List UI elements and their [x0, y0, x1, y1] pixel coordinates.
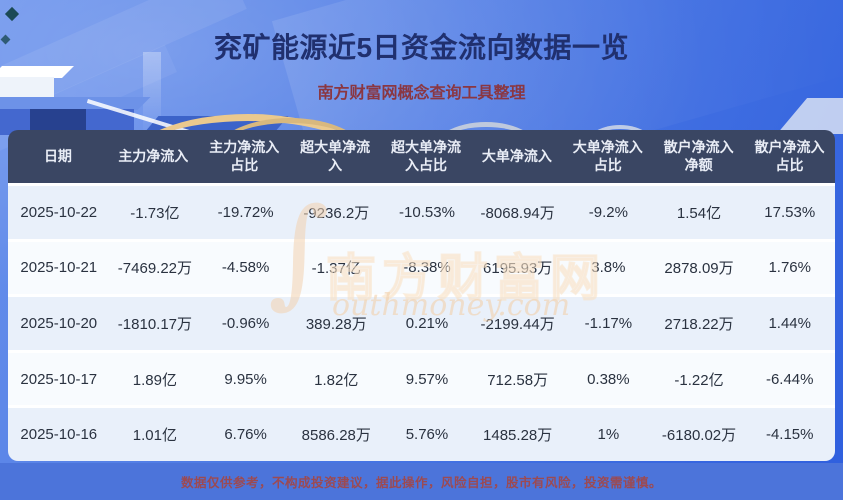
table-row: 2025-10-16 1.01亿 6.76% 8586.28万 5.76% 1485.28…	[8, 405, 835, 461]
value-cell: -2199.44万	[480, 315, 555, 333]
fund-flow-table: 日期 主力净流入 主力净流入占比 超大单净流入 超大单净流入占比 大单净流入 大单净流入占比…	[8, 130, 835, 461]
disclaimer-text: 数据仅供参考，不构成投资建议，据此操作，风险自担，股市有风险，投资需谨慎。	[180, 476, 662, 490]
value-cell: 9.95%	[224, 370, 267, 388]
value-cell: 0.38%	[587, 370, 630, 388]
value-cell: 1%	[597, 426, 620, 444]
table-row: 2025-10-20 -1810.17万 -0.96% 389.28万 0.21% -21…	[8, 294, 835, 350]
value-cell: -9.2%	[588, 203, 628, 221]
value-cell: 3.8%	[591, 259, 626, 277]
value-cell: 1.44%	[768, 314, 811, 332]
table-row: 2025-10-17 1.89亿 9.95% 1.82亿 9.57% 712.58万 0.3…	[8, 349, 835, 406]
column-header: 散户净流入占比	[754, 139, 825, 173]
page-subtitle: 南方财富网概念查询工具整理	[317, 85, 526, 102]
value-cell: -6180.02万	[661, 427, 737, 445]
value-cell: 2878.09万	[664, 260, 734, 278]
podium-cube-top	[0, 66, 74, 78]
value-cell: 1.54亿	[676, 204, 722, 222]
value-cell: 712.58万	[487, 371, 549, 389]
column-header: 大单净流入	[481, 147, 552, 164]
value-cell: 8586.28万	[301, 427, 371, 445]
date-cell: 2025-10-21	[20, 259, 98, 277]
value-cell: 1.01亿	[132, 427, 177, 445]
value-cell: 1485.28万	[483, 427, 553, 445]
disclaimer-bar: 数据仅供参考，不构成投资建议，据此操作，风险自担，股市有风险，投资需谨慎。	[0, 463, 843, 500]
value-cell: -1.37亿	[311, 260, 361, 278]
value-cell: 1.82亿	[314, 371, 359, 389]
date-cell: 2025-10-20	[20, 314, 98, 332]
table-header-row: 日期 主力净流入 主力净流入占比 超大单净流入 超大单净流入占比 大单净流入 大单净流入占比…	[8, 130, 835, 183]
value-cell: -9236.2万	[303, 204, 370, 222]
value-cell: 1.76%	[768, 259, 811, 277]
value-cell: 5.76%	[405, 426, 449, 444]
value-cell: -7469.22万	[117, 260, 193, 278]
column-header: 超大单净流入	[300, 139, 371, 173]
value-cell: -1810.17万	[117, 315, 193, 333]
value-cell: -4.15%	[765, 426, 814, 444]
column-header: 超大单净流入占比	[390, 139, 461, 173]
value-cell: 17.53%	[764, 203, 816, 221]
date-cell: 2025-10-22	[20, 203, 98, 221]
diamond-decoration-1	[4, 6, 20, 22]
table-row: 2025-10-22 -1.73亿 -19.72% -9236.2万 -10.53% -8…	[8, 183, 835, 239]
value-cell: -1.17%	[584, 314, 633, 332]
column-header: 主力净流入占比	[209, 139, 280, 173]
value-cell: 9.57%	[405, 370, 449, 388]
value-cell: 2718.22万	[664, 315, 734, 333]
value-cell: -19.72%	[217, 203, 274, 221]
date-cell: 2025-10-16	[20, 426, 98, 444]
value-cell: 6195.93万	[483, 260, 553, 278]
table-row: 2025-10-21 -7469.22万 -4.58% -1.37亿 -8.38% 619…	[8, 238, 835, 295]
value-cell: 1.89亿	[132, 371, 177, 389]
date-cell: 2025-10-17	[20, 370, 98, 388]
value-cell: 0.21%	[405, 314, 449, 332]
value-cell: -10.53%	[399, 203, 455, 221]
column-header: 大单净流入占比	[572, 139, 643, 173]
page-title: 兖矿能源近5日资金流向数据一览	[213, 32, 630, 63]
table-body: 2025-10-22 -1.73亿 -19.72% -9236.2万 -10.53% -8…	[8, 183, 835, 461]
column-header: 日期	[43, 147, 72, 164]
value-cell: -6.44%	[765, 370, 814, 388]
value-cell: -8.38%	[403, 259, 451, 277]
value-cell: 6.76%	[224, 426, 267, 444]
column-header: 散户净流入净额	[663, 139, 734, 173]
value-cell: -1.73亿	[130, 204, 180, 222]
value-cell: -8068.94万	[480, 204, 555, 222]
value-cell: -4.58%	[221, 259, 270, 277]
value-cell: 389.28万	[305, 315, 367, 333]
column-header: 主力净流入	[118, 147, 189, 164]
corner-wedge-decoration	[776, 98, 843, 134]
value-cell: -1.22亿	[674, 371, 724, 389]
value-cell: -0.96%	[221, 314, 270, 332]
